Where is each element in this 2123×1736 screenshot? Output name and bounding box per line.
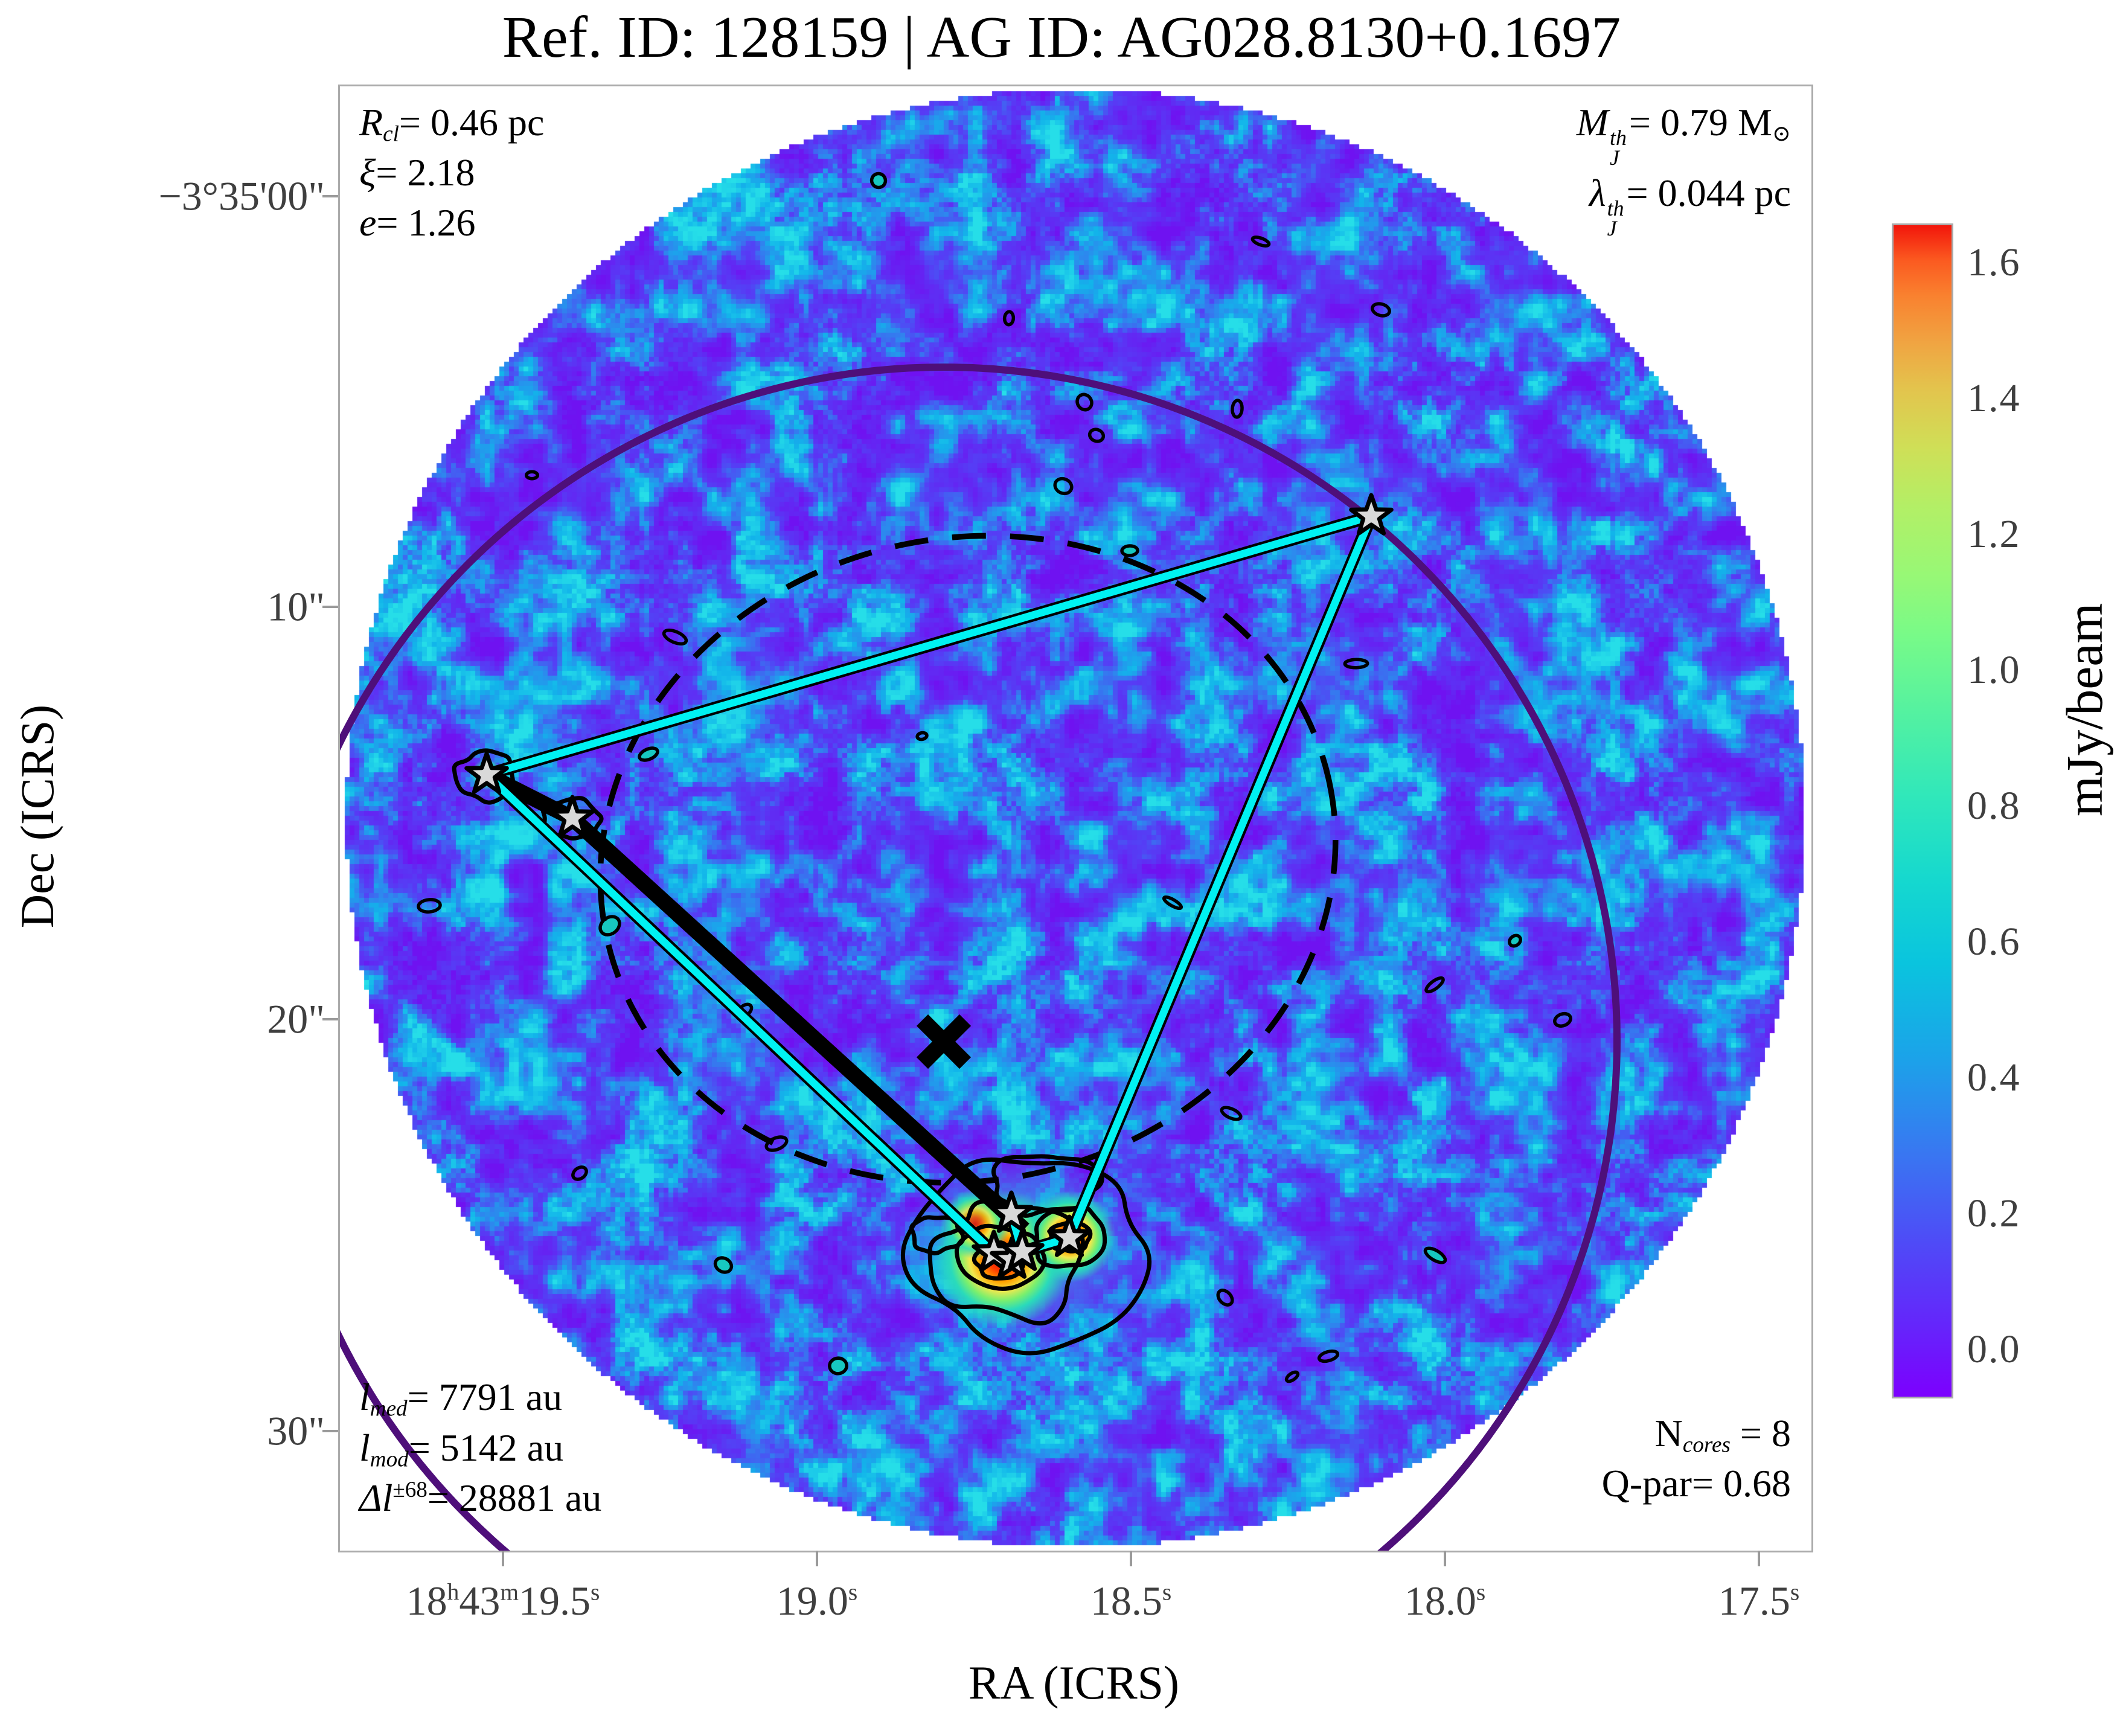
noise-contour-speck (1371, 302, 1391, 318)
contour-line (900, 1157, 1152, 1356)
figure-title: Ref. ID: 128159 | AG ID: AG028.8130+0.16… (502, 5, 1621, 70)
x-axis-label: RA (ICRS) (969, 1656, 1179, 1709)
y-axis-label: Dec (ICRS) (11, 704, 63, 929)
cluster-radius-circle (340, 364, 1621, 1551)
annotation-line: ξ= 2.18 (359, 151, 475, 194)
y-tick-label: 30" (267, 1408, 325, 1454)
noise-contour-speck (1284, 1370, 1300, 1383)
noise-contour-speck (1053, 476, 1074, 496)
x-tick-label: 18.0s (1404, 1578, 1486, 1624)
annotation-bottom-right: Ncores = 8 Q-par= 0.68 (1602, 1408, 1791, 1508)
y-tick-label: −3°35'00" (158, 173, 325, 219)
annotation-line: Ncores = 8 (1654, 1411, 1791, 1457)
core-star-marker (1000, 1228, 1045, 1271)
colorbar (1892, 223, 1953, 1398)
x-tick-mark (816, 1551, 818, 1566)
noise-contour-speck (1317, 1349, 1340, 1363)
y-tick-mark (322, 195, 338, 197)
core-star-marker (1349, 493, 1394, 536)
colorbar-tick-label: 0.0 (1967, 1327, 2021, 1371)
colorbar-tick-label: 0.8 (1967, 784, 2021, 828)
noise-contour-speck (1508, 934, 1522, 948)
noise-contour-speck (713, 1256, 734, 1274)
noise-contour-speck (571, 1165, 588, 1181)
noise-contour-speck (1120, 544, 1139, 557)
x-tick-label: 17.5s (1718, 1578, 1800, 1624)
colorbar-tick-label: 0.2 (1967, 1191, 2021, 1235)
noise-contour-speck (915, 731, 929, 741)
noise-contour-speck (1075, 392, 1094, 412)
noise-contour-speck (1162, 895, 1183, 911)
overlay-graphics (340, 171, 1621, 1551)
noise-contour-speck (1216, 1289, 1234, 1307)
core-star-marker (1047, 1214, 1092, 1257)
x-tick-label: 19.0s (776, 1578, 858, 1624)
noise-contour-speck (1343, 658, 1369, 670)
annotation-line: Δl±68= 28881 au (359, 1476, 602, 1519)
noise-contour-speck (869, 171, 888, 190)
x-tick-mark (1444, 1551, 1446, 1566)
dashed-ellipse (597, 533, 1339, 1186)
cluster-center-cross (916, 1014, 972, 1069)
annotation-line: λ th J = 0.044 pc (1589, 171, 1791, 241)
annotation-line: lmod= 5142 au (359, 1426, 564, 1472)
annotation-line: lmed= 7791 au (359, 1376, 563, 1421)
noise-contour-speck (828, 1356, 848, 1376)
y-tick-mark (322, 606, 338, 608)
noise-contour-speck (1250, 235, 1271, 248)
annotation-line: Rcl= 0.46 pc (359, 101, 545, 147)
colorbar-tick-label: 0.6 (1967, 920, 2021, 964)
mst-edge (484, 772, 997, 1256)
core-star-marker (989, 1190, 1034, 1233)
core-star-marker (464, 751, 509, 794)
annotation-line: Q-par= 0.68 (1601, 1461, 1791, 1505)
colorbar-tick-label: 1.4 (1967, 376, 2021, 420)
x-tick-mark (1130, 1551, 1132, 1566)
colorbar-tick-label: 1.0 (1967, 648, 2021, 692)
noise-contour-speck (524, 470, 540, 481)
noise-contour-speck (1231, 399, 1244, 419)
y-tick-label: 20" (267, 996, 325, 1042)
colorbar-tick-label: 1.2 (1967, 512, 2021, 556)
noise-contour-speck (1424, 976, 1445, 994)
noise-contour-speck (764, 1135, 789, 1152)
colorbar-tick-label: 0.4 (1967, 1055, 2021, 1100)
y-tick-label: 10" (267, 583, 325, 630)
annotation-bottom-left: lmed= 7791 au lmod= 5142 au Δl±68= 28881 a… (359, 1372, 601, 1523)
x-tick-label: 18h43m19.5s (406, 1578, 600, 1624)
y-tick-mark (322, 1430, 338, 1432)
noise-contour-speck (1553, 1011, 1572, 1028)
contour-line (909, 1215, 965, 1256)
noise-contour-speck (1087, 428, 1106, 443)
mst-edge (485, 513, 1372, 778)
annotation-top-left: Rcl= 0.46 pc ξ= 2.18 e= 1.26 (359, 97, 544, 248)
core-star-marker (550, 795, 595, 838)
annotation-line: e= 1.26 (359, 201, 476, 245)
noise-contour-speck (662, 629, 688, 645)
noise-contour-speck (638, 746, 659, 762)
noise-contour-speck (1220, 1106, 1243, 1121)
noise-contour-speck (1002, 310, 1016, 327)
x-tick-mark (1758, 1551, 1760, 1566)
noise-contour-speck (1423, 1246, 1447, 1264)
x-tick-label: 18.5s (1090, 1578, 1172, 1624)
colorbar-tick-label: 1.6 (1967, 240, 2021, 284)
x-tick-mark (502, 1551, 504, 1566)
mst-edge (1066, 514, 1375, 1240)
y-tick-mark (322, 1018, 338, 1020)
noise-contour-speck (417, 898, 442, 914)
